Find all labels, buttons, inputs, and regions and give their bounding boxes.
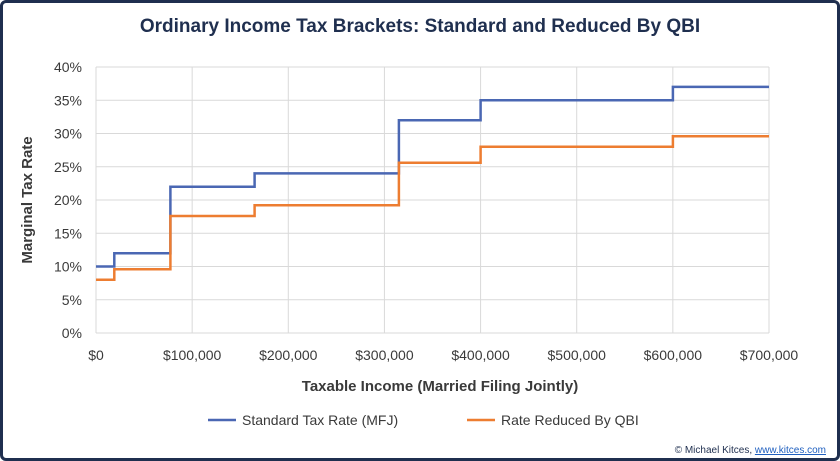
y-tick-label: 15% (54, 225, 82, 241)
y-tick-label: 0% (62, 325, 82, 341)
y-tick-label: 25% (54, 159, 82, 175)
legend-label: Rate Reduced By QBI (501, 412, 639, 428)
credit-text: © Michael Kitces, www.kitces.com (675, 445, 826, 456)
x-axis-title: Taxable Income (Married Filing Jointly) (302, 378, 578, 395)
x-tick-label: $300,000 (355, 347, 414, 363)
x-tick-labels: $0 $100,000 $200,000 $300,000 $400,000 $500,0… (88, 347, 798, 363)
y-tick-label: 40% (54, 59, 82, 75)
y-tick-label: 20% (54, 192, 82, 208)
series-line-standard (96, 85, 769, 268)
y-tick-label: 5% (62, 292, 82, 308)
y-tick-labels: 0% 5% 10% 15% 20% 25% 30% 35% 40% (54, 59, 82, 341)
x-tick-label: $0 (88, 347, 104, 363)
x-tick-label: $200,000 (259, 347, 318, 363)
x-tick-label: $600,000 (644, 347, 703, 363)
x-tick-label: $500,000 (548, 347, 607, 363)
x-tick-label: $700,000 (740, 347, 799, 363)
legend-label: Standard Tax Rate (MFJ) (242, 412, 398, 428)
credit-prefix: © Michael Kitces, (675, 445, 755, 456)
x-tick-label: $100,000 (163, 347, 222, 363)
y-tick-label: 30% (54, 126, 82, 142)
legend: Standard Tax Rate (MFJ) Rate Reduced By Q… (208, 412, 639, 428)
grid (95, 66, 770, 334)
series-line-qbi (96, 134, 769, 282)
chart-title: Ordinary Income Tax Brackets: Standard a… (140, 16, 700, 37)
y-tick-label: 10% (54, 259, 82, 275)
series-lines (96, 85, 769, 282)
y-axis-title: Marginal Tax Rate (19, 136, 36, 263)
credit-link[interactable]: www.kitces.com (754, 445, 826, 456)
x-tick-label: $400,000 (451, 347, 510, 363)
y-tick-label: 35% (54, 92, 82, 108)
